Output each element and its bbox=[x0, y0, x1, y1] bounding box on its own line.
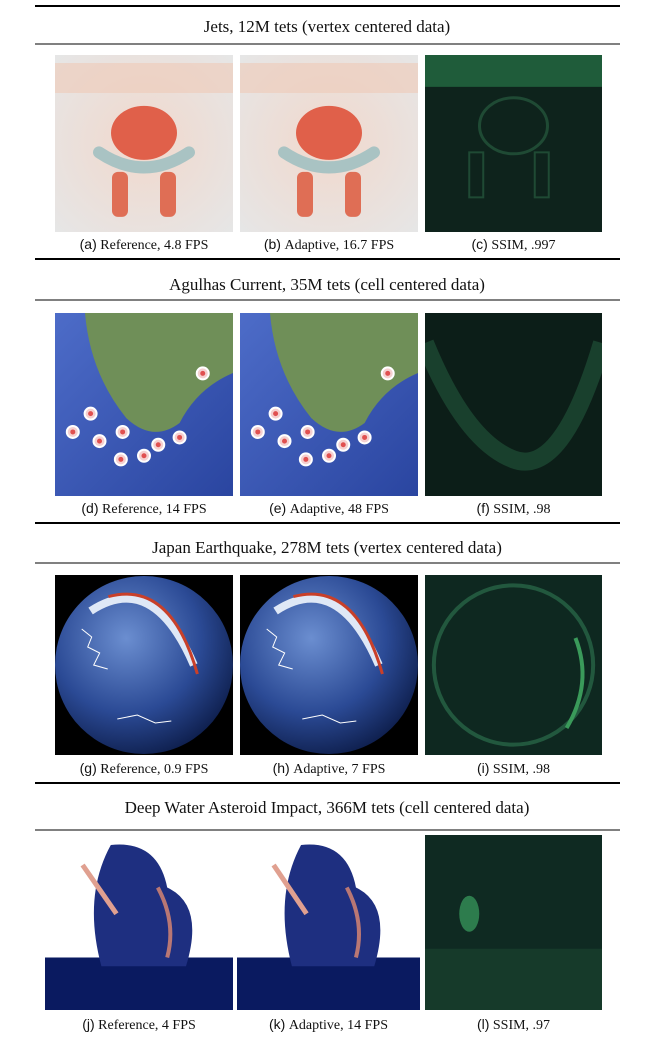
caption-text: Reference, 14 FPS bbox=[102, 502, 207, 517]
caption-label: (i) bbox=[477, 760, 489, 776]
panel-image bbox=[240, 313, 418, 496]
caption-text: SSIM, .97 bbox=[493, 1018, 550, 1033]
panel-image bbox=[240, 55, 418, 232]
bg bbox=[425, 575, 602, 755]
panel-caption: (j) Reference, 4 FPS bbox=[82, 1016, 196, 1033]
panel-caption: (f) SSIM, .98 bbox=[477, 500, 551, 517]
caption-text: Reference, 4 FPS bbox=[98, 1018, 196, 1033]
caption-label: (a) bbox=[80, 236, 97, 252]
caption-text: SSIM, .98 bbox=[493, 762, 550, 777]
section-title: Japan Earthquake, 278M tets (vertex cent… bbox=[152, 538, 502, 557]
jet bbox=[345, 172, 361, 217]
section-title: Deep Water Asteroid Impact, 366M tets (c… bbox=[125, 798, 530, 817]
caption-text: SSIM, .997 bbox=[491, 238, 555, 253]
caption-label: (b) bbox=[264, 236, 281, 252]
eddy-core bbox=[200, 371, 205, 376]
panel-caption: (c) SSIM, .997 bbox=[471, 236, 555, 253]
ssim-blob bbox=[459, 896, 479, 932]
panel-image bbox=[425, 835, 602, 1010]
panel-caption: (h) Adaptive, 7 FPS bbox=[273, 760, 386, 777]
eddy-core bbox=[273, 411, 278, 416]
dome bbox=[296, 106, 362, 160]
caption-text: Adaptive, 7 FPS bbox=[293, 762, 385, 777]
caption-label: (d) bbox=[81, 500, 98, 516]
eddy-core bbox=[385, 371, 390, 376]
panel-image bbox=[425, 313, 602, 496]
caption-label: (h) bbox=[273, 760, 290, 776]
eddy-core bbox=[120, 429, 125, 434]
caption-label: (g) bbox=[80, 760, 97, 776]
caption-label: (l) bbox=[477, 1016, 489, 1032]
eddy-core bbox=[255, 429, 260, 434]
caption-text: SSIM, .98 bbox=[493, 502, 550, 517]
dome bbox=[111, 106, 177, 160]
panel-image bbox=[55, 55, 233, 232]
caption-text: Reference, 4.8 FPS bbox=[100, 238, 208, 253]
jet bbox=[112, 172, 128, 217]
eddy-core bbox=[156, 442, 161, 447]
eddy-core bbox=[118, 457, 123, 462]
panel-caption: (g) Reference, 0.9 FPS bbox=[80, 760, 209, 777]
panel-image bbox=[45, 835, 233, 1010]
ssim-floor bbox=[425, 949, 602, 1010]
caption-label: (e) bbox=[269, 500, 286, 516]
eddy-core bbox=[142, 453, 147, 458]
caption-label: (f) bbox=[477, 500, 490, 516]
eddy-core bbox=[362, 435, 367, 440]
eddy-core bbox=[88, 411, 93, 416]
panel-caption: (d) Reference, 14 FPS bbox=[81, 500, 206, 517]
panel-image bbox=[425, 55, 602, 232]
section-title: Agulhas Current, 35M tets (cell centered… bbox=[169, 275, 485, 294]
panel-caption: (i) SSIM, .98 bbox=[477, 760, 550, 777]
caption-text: Adaptive, 16.7 FPS bbox=[284, 238, 394, 253]
section-title: Jets, 12M tets (vertex centered data) bbox=[204, 17, 450, 36]
eddy-core bbox=[327, 453, 332, 458]
panel-image bbox=[425, 575, 602, 755]
caption-label: (k) bbox=[269, 1016, 285, 1032]
panel-caption: (l) SSIM, .97 bbox=[477, 1016, 550, 1033]
caption-text: Adaptive, 48 FPS bbox=[290, 502, 389, 517]
caption-label: (c) bbox=[471, 236, 487, 252]
panel-caption: (k) Adaptive, 14 FPS bbox=[269, 1016, 388, 1033]
ssim-band bbox=[425, 55, 602, 87]
eddy-core bbox=[282, 439, 287, 444]
eddy-core bbox=[177, 435, 182, 440]
panel-image bbox=[240, 575, 418, 755]
eddy-core bbox=[97, 439, 102, 444]
caption-text: Adaptive, 14 FPS bbox=[289, 1018, 388, 1033]
panel-caption: (b) Adaptive, 16.7 FPS bbox=[264, 236, 394, 253]
figure: Jets, 12M tets (vertex centered data) (a)… bbox=[0, 0, 654, 1038]
panel-image bbox=[237, 835, 420, 1010]
haze bbox=[240, 63, 418, 93]
caption-text: Reference, 0.9 FPS bbox=[100, 762, 208, 777]
haze bbox=[55, 63, 233, 93]
panel-image bbox=[55, 575, 233, 755]
panel-caption: (a) Reference, 4.8 FPS bbox=[80, 236, 209, 253]
panel-image bbox=[55, 313, 233, 496]
eddy-core bbox=[341, 442, 346, 447]
jet bbox=[160, 172, 176, 217]
eddy-core bbox=[303, 457, 308, 462]
eddy-core bbox=[305, 429, 310, 434]
panel-caption: (e) Adaptive, 48 FPS bbox=[269, 500, 389, 517]
jet bbox=[297, 172, 313, 217]
caption-label: (j) bbox=[82, 1016, 94, 1032]
eddy-core bbox=[70, 429, 75, 434]
